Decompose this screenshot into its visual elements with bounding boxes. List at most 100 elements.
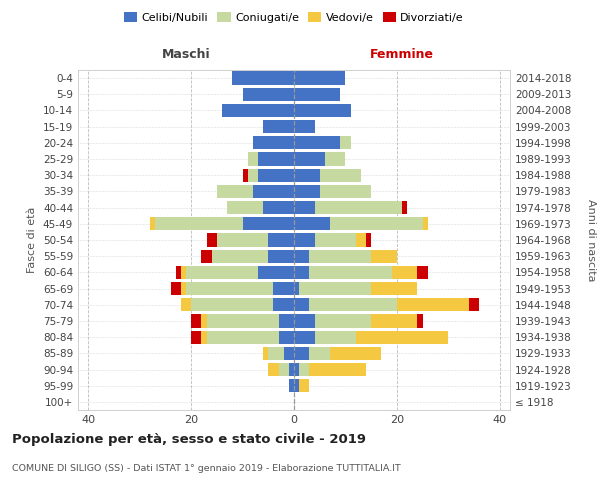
Bar — [253, 185, 294, 198]
Bar — [268, 234, 294, 246]
Bar — [268, 346, 284, 360]
Bar — [294, 104, 350, 117]
Bar — [253, 136, 294, 149]
Bar — [186, 282, 274, 295]
Bar — [310, 266, 392, 279]
Bar — [202, 314, 206, 328]
Bar — [170, 282, 181, 295]
Bar — [299, 282, 371, 295]
Bar — [268, 363, 278, 376]
Bar — [294, 152, 325, 166]
Text: Maschi: Maschi — [161, 48, 211, 62]
Bar — [248, 168, 258, 182]
Bar — [242, 88, 294, 101]
Bar — [397, 298, 469, 312]
Bar — [284, 346, 294, 360]
Bar — [278, 330, 294, 344]
Bar — [263, 201, 294, 214]
Bar — [310, 298, 397, 312]
Bar — [418, 314, 422, 328]
Bar — [263, 346, 268, 360]
Bar — [330, 217, 422, 230]
Bar — [294, 250, 310, 263]
Bar — [314, 314, 371, 328]
Bar — [299, 379, 310, 392]
Bar — [181, 298, 191, 312]
Bar — [294, 266, 310, 279]
Bar — [289, 363, 294, 376]
Bar — [310, 250, 371, 263]
Bar — [325, 152, 346, 166]
Bar — [274, 298, 294, 312]
Bar — [227, 201, 263, 214]
Bar — [294, 136, 340, 149]
Bar — [310, 363, 366, 376]
Bar — [469, 298, 479, 312]
Bar — [258, 152, 294, 166]
Bar — [371, 250, 397, 263]
Bar — [278, 314, 294, 328]
Bar — [371, 282, 418, 295]
Bar — [294, 282, 299, 295]
Bar — [258, 266, 294, 279]
Bar — [294, 298, 310, 312]
Bar — [314, 234, 356, 246]
Bar — [294, 314, 314, 328]
Bar — [232, 72, 294, 85]
Bar — [191, 330, 202, 344]
Legend: Celibi/Nubili, Coniugati/e, Vedovi/e, Divorziati/e: Celibi/Nubili, Coniugati/e, Vedovi/e, Di… — [119, 8, 469, 28]
Bar — [320, 168, 361, 182]
Bar — [242, 217, 294, 230]
Bar — [242, 168, 248, 182]
Bar — [294, 168, 320, 182]
Bar — [186, 266, 258, 279]
Bar — [202, 330, 206, 344]
Bar — [294, 185, 320, 198]
Bar — [294, 201, 314, 214]
Bar — [217, 185, 253, 198]
Bar — [294, 88, 340, 101]
Bar — [294, 217, 330, 230]
Bar — [155, 217, 242, 230]
Bar — [366, 234, 371, 246]
Bar — [222, 104, 294, 117]
Bar — [206, 234, 217, 246]
Text: Femmine: Femmine — [370, 48, 434, 62]
Bar — [176, 266, 181, 279]
Text: COMUNE DI SILIGO (SS) - Dati ISTAT 1° gennaio 2019 - Elaborazione TUTTITALIA.IT: COMUNE DI SILIGO (SS) - Dati ISTAT 1° ge… — [12, 464, 401, 473]
Bar — [340, 136, 350, 149]
Bar — [191, 298, 274, 312]
Bar — [314, 201, 402, 214]
Bar — [422, 217, 428, 230]
Bar — [330, 346, 382, 360]
Bar — [181, 266, 186, 279]
Bar — [310, 346, 330, 360]
Bar — [356, 234, 366, 246]
Bar — [371, 314, 418, 328]
Bar — [191, 314, 202, 328]
Bar — [206, 330, 278, 344]
Bar — [263, 120, 294, 134]
Bar — [212, 250, 268, 263]
Bar — [150, 217, 155, 230]
Bar — [274, 282, 294, 295]
Bar — [294, 363, 299, 376]
Bar — [294, 379, 299, 392]
Bar — [294, 234, 314, 246]
Bar — [320, 185, 371, 198]
Bar — [202, 250, 212, 263]
Bar — [258, 168, 294, 182]
Bar — [278, 363, 289, 376]
Bar — [181, 282, 186, 295]
Y-axis label: Anni di nascita: Anni di nascita — [586, 198, 596, 281]
Bar — [356, 330, 448, 344]
Bar — [402, 201, 407, 214]
Bar — [294, 72, 346, 85]
Bar — [289, 379, 294, 392]
Bar — [217, 234, 268, 246]
Bar — [248, 152, 258, 166]
Bar — [294, 330, 314, 344]
Bar — [294, 120, 314, 134]
Bar — [418, 266, 428, 279]
Bar — [206, 314, 278, 328]
